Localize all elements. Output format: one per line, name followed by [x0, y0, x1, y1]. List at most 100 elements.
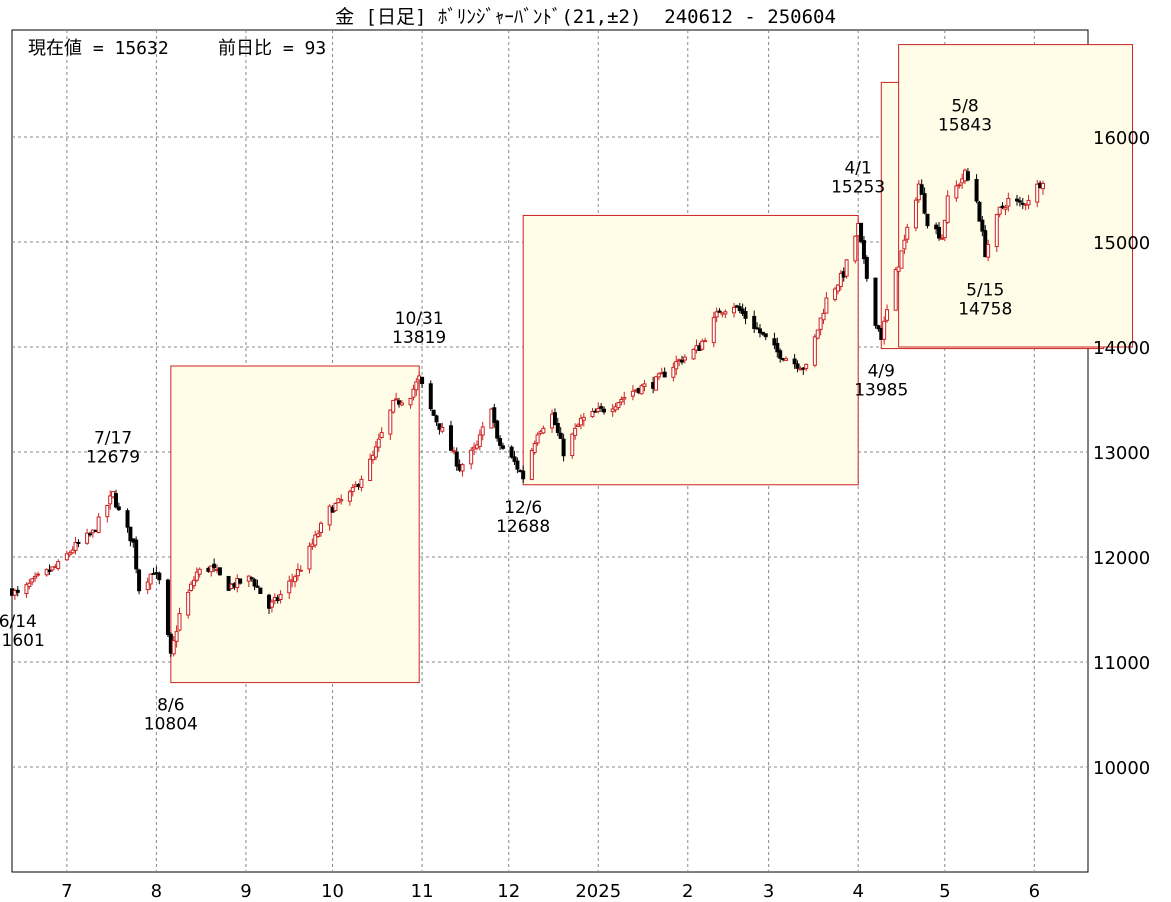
candle-body	[974, 178, 979, 202]
candle-body	[977, 201, 982, 222]
candle-body	[680, 359, 685, 363]
x-tick-label: 9	[240, 881, 251, 902]
candle-body	[630, 390, 635, 397]
candle-body	[333, 502, 338, 512]
candle-body	[783, 358, 788, 361]
candle-body	[174, 631, 179, 642]
candle-body	[899, 250, 904, 269]
candle-body	[815, 329, 820, 339]
candle-body	[191, 579, 196, 587]
annotation-value: 13985	[854, 381, 908, 401]
candle-body	[535, 434, 540, 444]
candle-body	[763, 333, 768, 338]
candle-body	[731, 306, 736, 314]
candle-body	[500, 445, 505, 449]
y-tick-label: 13000	[1093, 443, 1150, 464]
candle-body	[15, 589, 20, 593]
x-tick-label: 2025	[575, 881, 621, 902]
candle-body	[864, 257, 869, 279]
candle-body	[876, 325, 881, 330]
y-tick-label: 11000	[1093, 653, 1150, 674]
candle-body	[1015, 198, 1020, 202]
candle-body	[833, 288, 838, 300]
candle-body	[145, 581, 150, 591]
candle-body	[755, 327, 760, 330]
candle-body	[893, 269, 898, 311]
candle-body	[532, 443, 537, 453]
candle-body	[937, 226, 942, 239]
candle-body	[945, 195, 950, 223]
range-box-layer	[170, 44, 1134, 684]
candle-body	[613, 406, 618, 411]
x-tick-label: 3	[763, 881, 774, 902]
candle-body	[578, 417, 583, 426]
candle-body	[792, 358, 797, 365]
candle-body	[165, 579, 170, 636]
y-tick-label: 15000	[1093, 233, 1150, 254]
candle-body	[128, 526, 133, 542]
candle-body	[853, 235, 858, 262]
candle-body	[642, 383, 647, 387]
candle-body	[209, 565, 214, 573]
annotation-date: 7/17	[94, 429, 132, 449]
candle-body	[376, 438, 381, 448]
candle-body	[552, 412, 557, 426]
candle-body	[64, 553, 69, 561]
candle-body	[812, 336, 817, 366]
annotation-value: 13819	[392, 328, 446, 348]
candle-body	[24, 584, 29, 594]
candle-body	[226, 575, 231, 591]
candle-body	[980, 219, 985, 232]
candle-body	[440, 427, 445, 432]
candle-body	[116, 506, 121, 511]
candle-body	[35, 573, 40, 576]
change-label: 前日比 = 93	[218, 38, 326, 59]
candle-body	[437, 423, 442, 430]
candle-body	[108, 495, 113, 505]
candle-body	[654, 376, 659, 391]
x-tick-label: 2	[682, 881, 693, 902]
annotation-value: 12688	[496, 517, 550, 537]
candle-body	[752, 315, 757, 329]
candle-body	[818, 317, 823, 330]
candle-body	[602, 408, 607, 413]
candle-body	[137, 569, 142, 592]
candle-body	[576, 424, 581, 427]
candle-body	[252, 579, 257, 587]
x-tick-label: 4	[852, 881, 863, 902]
candle-body	[189, 583, 194, 592]
candle-body	[861, 240, 866, 260]
y-tick-label: 16000	[1093, 128, 1150, 149]
candle-body	[723, 311, 728, 315]
candle-body	[278, 593, 283, 601]
candle-body	[983, 230, 988, 258]
x-tick-label: 11	[411, 881, 434, 902]
candle-body	[1006, 197, 1011, 207]
plot-frame	[11, 29, 1089, 873]
annotation-date: 10/31	[395, 309, 444, 329]
candle-body	[105, 505, 110, 518]
candle-body	[70, 549, 75, 554]
candle-body	[498, 438, 503, 446]
candle-body	[957, 184, 962, 187]
annotation-value: 12679	[86, 448, 140, 468]
candle-body	[1041, 183, 1045, 190]
candle-body	[859, 222, 864, 242]
candle-body	[255, 585, 260, 588]
candle-body	[454, 451, 459, 467]
axis-layer: 10000 11000 12000 13000 14000 15000 16000 7 8 9 10…	[61, 128, 1150, 902]
candle-body	[495, 420, 500, 439]
candle-body	[700, 340, 705, 350]
candle-body	[541, 427, 546, 434]
candle-body	[316, 533, 321, 537]
candle-body	[954, 185, 959, 199]
candle-body	[350, 487, 355, 493]
x-tick-label: 10	[321, 881, 344, 902]
annotation-date: 4/1	[844, 158, 871, 178]
candle-body	[919, 184, 924, 195]
candle-body	[994, 214, 999, 248]
candle-body	[47, 569, 52, 572]
candle-body	[1035, 183, 1040, 203]
annotation-value: 11601	[0, 631, 45, 651]
